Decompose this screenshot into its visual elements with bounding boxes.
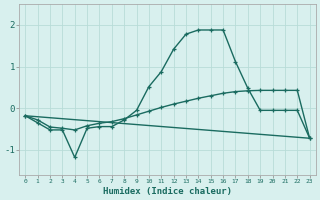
X-axis label: Humidex (Indice chaleur): Humidex (Indice chaleur)	[103, 187, 232, 196]
